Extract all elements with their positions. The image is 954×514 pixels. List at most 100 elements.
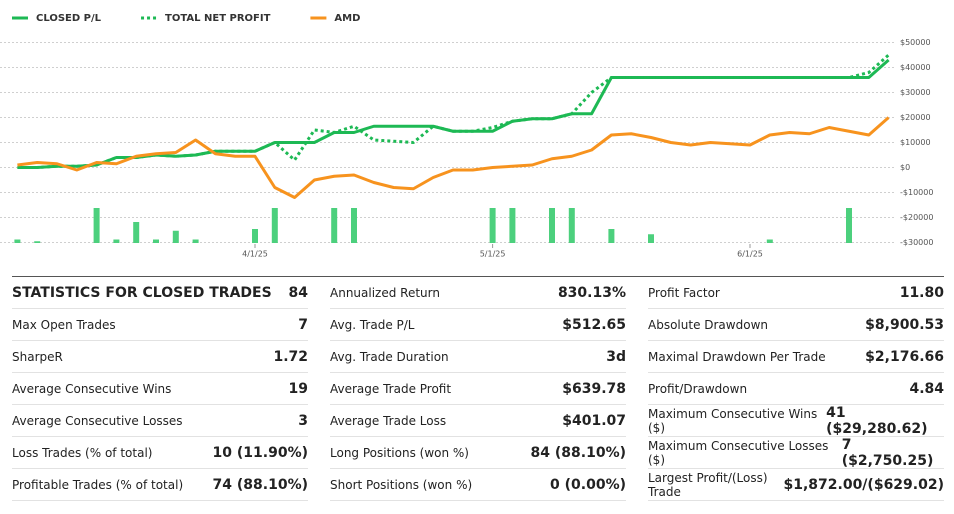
stat-label: Profit Factor (648, 286, 720, 300)
y-tick-label: -$30000 (900, 238, 933, 247)
stats-column: Annualized Return 830.13% Avg. Trade P/L $5… (330, 277, 626, 514)
trade-bar (271, 208, 278, 243)
trade-bar (331, 208, 338, 243)
series-line (17, 58, 890, 169)
stats-row: Avg. Trade Duration 3d (330, 342, 626, 373)
trade-bar (172, 230, 179, 243)
stat-label: Largest Profit/(Loss) Trade (648, 471, 768, 499)
stat-label: Profitable Trades (% of total) (12, 478, 184, 492)
y-tick-label: -$10000 (900, 188, 933, 197)
series-line (17, 53, 890, 169)
stat-label: Loss Trades (% of total) (12, 446, 153, 460)
stat-label: Avg. Trade P/L (330, 318, 415, 332)
stats-row: Maximum Consecutive Wins ($) 41 ($29,280.… (648, 405, 944, 437)
stat-value: $8,900.53 (865, 317, 944, 333)
x-tick-label: 4/1/25 (242, 250, 268, 259)
chart: $50000 $40000 $30000 $20000 $10000 $0 -$10000 -… (0, 13, 933, 259)
stat-value: $639.78 (562, 381, 626, 397)
stat-label: Average Consecutive Losses (12, 414, 183, 428)
stats-row: Loss Trades (% of total) 10 (11.90%) (12, 438, 308, 469)
trade-bar (153, 239, 159, 243)
y-tick-label: $10000 (900, 138, 931, 147)
trade-bar (192, 239, 199, 243)
stat-label: Max Open Trades (12, 318, 116, 332)
stats-row: Short Positions (won %) 0 (0.00%) (330, 470, 626, 501)
stat-label: Average Trade Loss (330, 414, 447, 428)
stat-label: STATISTICS FOR CLOSED TRADES (12, 285, 272, 301)
stat-label: Maximal Drawdown Per Trade (648, 350, 826, 364)
trade-bar (252, 229, 258, 243)
y-tick-label: $30000 (900, 88, 931, 97)
stat-label: Average Trade Profit (330, 382, 452, 396)
y-tick-label: -$20000 (900, 213, 933, 222)
stats-row: Maximum Consecutive Losses ($) 7 ($2,750.… (648, 437, 944, 469)
stats-row: Absolute Drawdown $8,900.53 (648, 310, 944, 341)
stat-value: 0 (0.00%) (550, 477, 626, 493)
stat-label: Short Positions (won %) (330, 478, 473, 492)
stat-value: 3 (298, 413, 308, 429)
trade-bar (489, 208, 496, 243)
stat-value: 830.13% (557, 285, 626, 301)
stat-value: 41 ($29,280.62) (826, 405, 928, 437)
stats-row: Long Positions (won %) 84 (88.10%) (330, 438, 626, 469)
legend-label: TOTAL NET PROFIT (165, 13, 271, 24)
stat-label: Average Consecutive Wins (12, 382, 172, 396)
trade-bar (14, 239, 21, 243)
stat-label: Maximum Consecutive Losses ($) (648, 439, 829, 467)
stat-value: 84 (88.10%) (530, 445, 626, 461)
stat-value: 84 (288, 285, 308, 301)
stat-value: 74 (88.10%) (212, 477, 308, 493)
stat-label: Profit/Drawdown (648, 382, 748, 396)
stat-label: Long Positions (won %) (330, 446, 469, 460)
stats-row: Profitable Trades (% of total) 74 (88.10%… (12, 470, 308, 501)
stat-label: SharpeR (12, 350, 63, 364)
stat-value: $512.65 (562, 317, 626, 333)
trade-bar (549, 208, 555, 243)
trade-bar (93, 208, 100, 243)
trade-bar (133, 222, 140, 243)
stats-row: SharpeR 1.72 (12, 342, 308, 373)
legend-label: CLOSED P/L (36, 13, 102, 24)
stats-row: Average Consecutive Wins 19 (12, 374, 308, 405)
stats-column: Profit Factor 11.80 Absolute Drawdown $8,90… (648, 277, 944, 514)
trade-bar (846, 208, 852, 243)
stats-row: Average Trade Profit $639.78 (330, 374, 626, 405)
x-tick-label: 6/1/25 (737, 250, 763, 259)
y-tick-label: $40000 (900, 63, 931, 72)
stat-value: $2,176.66 (865, 349, 944, 365)
trade-bar (766, 239, 773, 243)
stat-value: $1,872.00/($629.02) (783, 477, 944, 493)
stats-row: STATISTICS FOR CLOSED TRADES 84 (12, 278, 308, 309)
y-tick-label: $0 (900, 163, 910, 172)
stats-row: Largest Profit/(Loss) Trade $1,872.00/($6… (648, 470, 944, 501)
stat-value: 1.72 (273, 349, 308, 365)
stats-row: Average Trade Loss $401.07 (330, 406, 626, 437)
stat-label: Absolute Drawdown (648, 318, 768, 332)
trade-bar (113, 239, 120, 243)
stat-label: Annualized Return (330, 286, 440, 300)
stat-value: 7 (298, 317, 308, 333)
stat-value: 7 ($2,750.25) (841, 437, 934, 469)
y-tick-label: $20000 (900, 113, 931, 122)
stats-table: STATISTICS FOR CLOSED TRADES 84 Max Open T… (12, 276, 944, 514)
stats-row: Annualized Return 830.13% (330, 278, 626, 309)
trade-bar (608, 229, 615, 243)
stat-label: Avg. Trade Duration (330, 350, 449, 364)
stat-label: Maximum Consecutive Wins ($) (648, 407, 818, 435)
stat-value: 3d (606, 349, 626, 365)
y-tick-label: $50000 (900, 38, 931, 47)
trade-bar (568, 208, 575, 243)
stat-value: $401.07 (562, 413, 626, 429)
stats-column: STATISTICS FOR CLOSED TRADES 84 Max Open T… (12, 277, 308, 514)
trade-bar (34, 241, 41, 243)
stat-value: 11.80 (899, 285, 944, 301)
stat-value: 10 (11.90%) (212, 445, 308, 461)
series-line (17, 116, 890, 199)
stats-row: Profit Factor 11.80 (648, 278, 944, 309)
stats-row: Avg. Trade P/L $512.65 (330, 310, 626, 341)
stat-value: 4.84 (909, 381, 944, 397)
x-tick-label: 5/1/25 (480, 250, 506, 259)
stats-row: Average Consecutive Losses 3 (12, 406, 308, 437)
stat-value: 19 (288, 381, 308, 397)
